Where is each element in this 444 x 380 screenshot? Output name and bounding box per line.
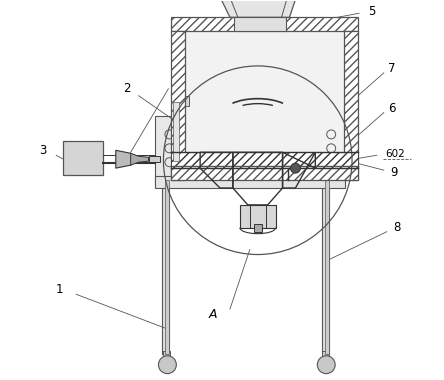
- Bar: [171, 31, 185, 180]
- Circle shape: [159, 356, 176, 374]
- Text: 3: 3: [40, 144, 47, 157]
- Bar: [63, 141, 103, 175]
- Text: 602: 602: [385, 149, 404, 159]
- Bar: [171, 152, 358, 168]
- Bar: [171, 166, 358, 180]
- Bar: [171, 102, 181, 161]
- Text: 9: 9: [390, 166, 397, 179]
- Bar: [317, 116, 345, 185]
- Polygon shape: [208, 0, 305, 17]
- Circle shape: [290, 163, 301, 173]
- Bar: [166, 180, 170, 354]
- Bar: [171, 96, 189, 106]
- Text: 6: 6: [388, 102, 396, 115]
- Polygon shape: [131, 153, 149, 165]
- Bar: [325, 180, 329, 354]
- Text: A: A: [209, 307, 217, 321]
- Bar: [173, 102, 179, 161]
- Text: 7: 7: [388, 62, 396, 75]
- Text: 4: 4: [171, 74, 179, 87]
- Bar: [344, 31, 358, 180]
- Text: 2: 2: [123, 82, 131, 95]
- Bar: [185, 31, 344, 166]
- Polygon shape: [116, 150, 139, 168]
- Bar: [155, 116, 183, 185]
- Bar: [240, 205, 276, 228]
- Bar: [322, 351, 329, 361]
- Text: 1: 1: [56, 283, 63, 296]
- Bar: [322, 180, 329, 354]
- Text: 8: 8: [393, 221, 400, 234]
- Bar: [149, 156, 160, 162]
- Text: 5: 5: [368, 5, 376, 18]
- Bar: [234, 17, 285, 31]
- Bar: [163, 351, 170, 361]
- Bar: [254, 224, 262, 232]
- Bar: [163, 180, 170, 354]
- Circle shape: [317, 356, 335, 374]
- Bar: [171, 17, 358, 31]
- Bar: [155, 176, 345, 188]
